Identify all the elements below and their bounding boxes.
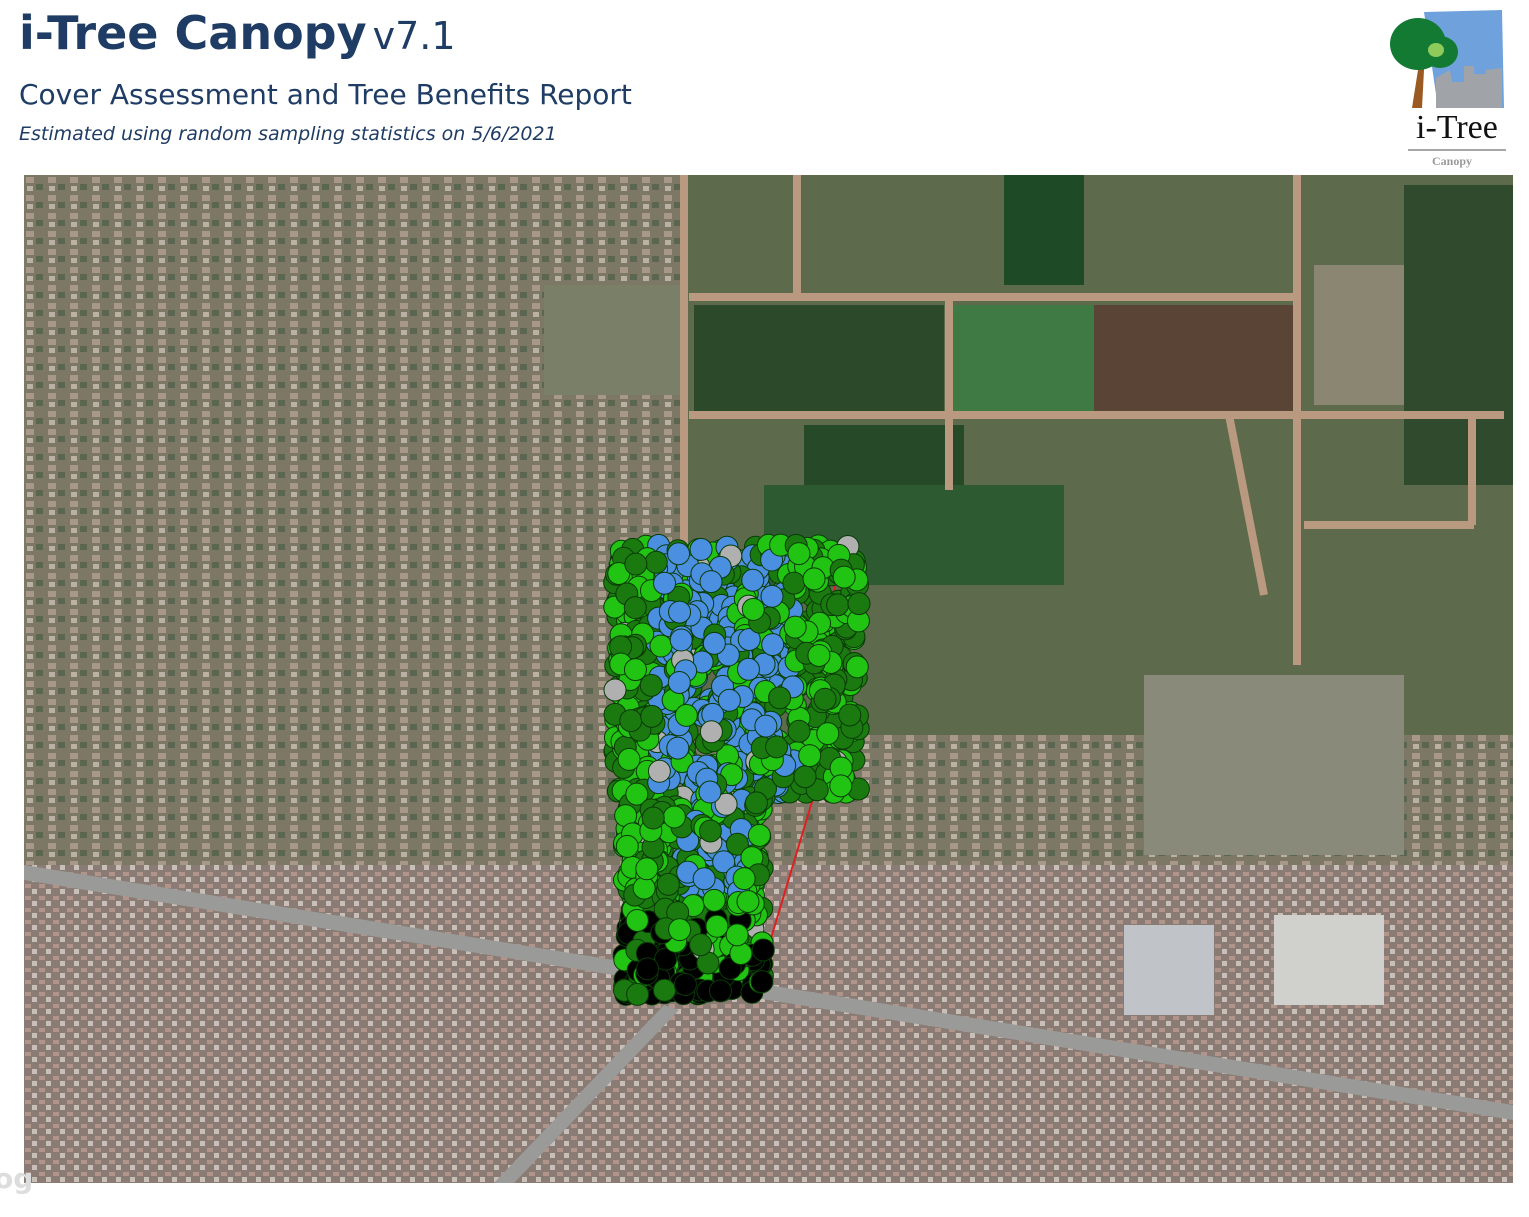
other-point [669, 628, 693, 652]
map-canvas[interactable] [24, 175, 1513, 1183]
tree-point [623, 658, 647, 682]
impervious-point [636, 957, 660, 981]
tree-point [732, 867, 756, 891]
tree-point [644, 550, 668, 574]
other-point [761, 633, 785, 657]
tree-point [625, 782, 649, 806]
impervious-point [708, 979, 732, 1003]
other-point [754, 714, 778, 738]
app-title: i-Tree Canopy v7.1 [19, 6, 456, 60]
tree-point [747, 823, 771, 847]
tree-point [832, 565, 856, 589]
tree-point [698, 819, 722, 843]
tree-point [617, 747, 641, 771]
tree-point [736, 890, 760, 914]
tree-point [632, 876, 656, 900]
tree-point [625, 908, 649, 932]
itree-canopy-logo: i-Tree Canopy [1388, 8, 1508, 170]
other-point [653, 571, 677, 595]
tree-point [816, 722, 840, 746]
factory-roof [1124, 925, 1214, 1015]
app-name: i-Tree Canopy [19, 6, 367, 60]
tree-point [725, 832, 749, 856]
tree-point [768, 686, 792, 710]
other-point [712, 850, 736, 874]
tree-point [838, 703, 862, 727]
tree-point [674, 703, 698, 727]
tree-point [615, 834, 639, 858]
tree-point [813, 687, 837, 711]
other-point [736, 657, 760, 681]
other-point [667, 670, 691, 694]
tree-point [656, 872, 680, 896]
grass-point [714, 792, 738, 816]
dirt-roads [680, 175, 1504, 665]
logo-product-text: Canopy [1432, 154, 1472, 168]
tree-point [619, 709, 643, 733]
tree-point [626, 982, 650, 1006]
tree-point [623, 596, 647, 620]
tree-point [729, 942, 753, 966]
watermark: og [0, 1162, 34, 1195]
overpass-road [494, 1005, 679, 1183]
other-point [760, 584, 784, 608]
logo-brand-text: i-Tree [1416, 109, 1498, 146]
tree-point [705, 914, 729, 938]
tree-point [793, 765, 817, 789]
tree-point [847, 592, 871, 616]
other-point [689, 537, 713, 561]
tree-point [787, 542, 811, 566]
other-point [666, 736, 690, 760]
tree-point [783, 615, 807, 639]
other-point [667, 542, 691, 566]
tree-point [807, 643, 831, 667]
tree-point [802, 567, 826, 591]
tree-point [640, 704, 664, 728]
other-point [692, 867, 716, 891]
grass-point [603, 678, 627, 702]
tree-point [782, 571, 806, 595]
tree-point [662, 805, 686, 829]
tree-point [826, 593, 850, 617]
tree-point [668, 918, 692, 942]
tree-point [744, 791, 768, 815]
app-version: v7.1 [372, 14, 456, 58]
tree-point [689, 933, 713, 957]
other-point [668, 600, 692, 624]
tree-point [641, 806, 665, 830]
report-title: Cover Assessment and Tree Benefits Repor… [19, 78, 632, 111]
tree-point [624, 552, 648, 576]
tree-point [798, 744, 822, 768]
impervious-point [654, 947, 678, 971]
tree-point [649, 634, 673, 658]
tree-point [702, 888, 726, 912]
impervious-point [750, 970, 774, 994]
sample-points [603, 533, 871, 1006]
other-point [717, 688, 741, 712]
tree-point [829, 774, 853, 798]
tree-point [652, 978, 676, 1002]
tree-point [787, 719, 811, 743]
highway [24, 865, 1513, 1120]
farm-fields [544, 175, 1513, 855]
tree-point [635, 857, 659, 881]
other-point [699, 570, 723, 594]
impervious-point [751, 938, 775, 962]
tree-point [639, 673, 663, 697]
grass-point [647, 759, 671, 783]
factory-roof [1274, 915, 1384, 1005]
tree-point [741, 597, 765, 621]
estimation-note: Estimated using random sampling statisti… [19, 123, 557, 145]
other-point [737, 627, 761, 651]
satellite-map[interactable] [24, 175, 1513, 1183]
tree-point [765, 735, 789, 759]
grass-point [699, 720, 723, 744]
other-point [702, 631, 726, 655]
impervious-point [673, 972, 697, 996]
other-point [698, 780, 722, 804]
other-point [741, 568, 765, 592]
tree-point [845, 655, 869, 679]
tree-point [725, 923, 749, 947]
